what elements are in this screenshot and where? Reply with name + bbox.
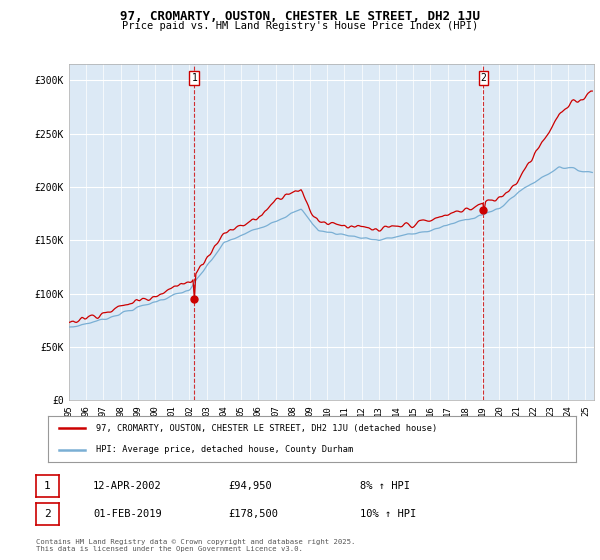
Text: £94,950: £94,950 <box>228 481 272 491</box>
Text: 10% ↑ HPI: 10% ↑ HPI <box>360 509 416 519</box>
Text: 1: 1 <box>44 481 51 491</box>
Text: 97, CROMARTY, OUSTON, CHESTER LE STREET, DH2 1JU: 97, CROMARTY, OUSTON, CHESTER LE STREET,… <box>120 10 480 23</box>
Text: Contains HM Land Registry data © Crown copyright and database right 2025.
This d: Contains HM Land Registry data © Crown c… <box>36 539 355 552</box>
Text: 2: 2 <box>44 509 51 519</box>
Text: 8% ↑ HPI: 8% ↑ HPI <box>360 481 410 491</box>
Text: 2: 2 <box>481 73 487 83</box>
Text: HPI: Average price, detached house, County Durham: HPI: Average price, detached house, Coun… <box>95 445 353 454</box>
Text: Price paid vs. HM Land Registry's House Price Index (HPI): Price paid vs. HM Land Registry's House … <box>122 21 478 31</box>
Text: 1: 1 <box>191 73 197 83</box>
Text: 01-FEB-2019: 01-FEB-2019 <box>93 509 162 519</box>
Text: 12-APR-2002: 12-APR-2002 <box>93 481 162 491</box>
Text: 97, CROMARTY, OUSTON, CHESTER LE STREET, DH2 1JU (detached house): 97, CROMARTY, OUSTON, CHESTER LE STREET,… <box>95 424 437 433</box>
Text: £178,500: £178,500 <box>228 509 278 519</box>
